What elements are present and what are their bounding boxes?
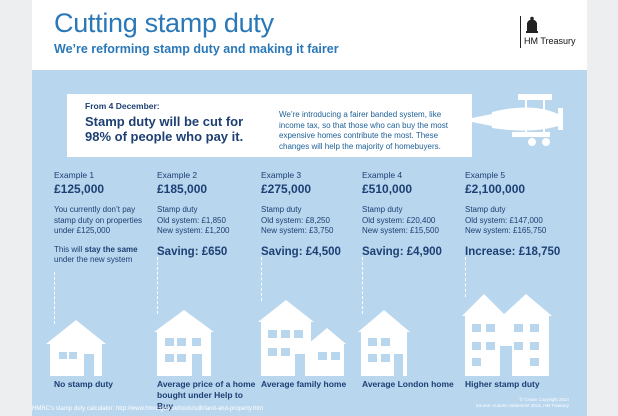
banner-headline: Stamp duty will be cut for 98% of people… xyxy=(85,114,244,144)
content-panel: From 4 December: Stamp duty will be cut … xyxy=(32,70,587,416)
example-label: Example 5 xyxy=(465,170,506,180)
example-price: £185,000 xyxy=(157,182,208,196)
guide-line xyxy=(261,257,262,301)
stamp-duty-details: Stamp duty Old system: £20,400 New syste… xyxy=(362,205,439,235)
announcement-banner: From 4 December: Stamp duty will be cut … xyxy=(67,94,472,157)
house-3-icon xyxy=(258,300,346,376)
house-5-icon xyxy=(462,294,552,376)
guide-line xyxy=(465,257,466,297)
example-4-caption: Average London home xyxy=(362,379,454,389)
example-1-caption: No stamp duty xyxy=(54,379,114,389)
example-price: £125,000 xyxy=(54,182,105,196)
saving-amount: Saving: £4,500 xyxy=(261,245,341,258)
banner-date: From 4 December: xyxy=(85,101,160,111)
stamp-duty-details: Stamp duty Old system: £1,850 New system… xyxy=(157,205,230,235)
calculator-link[interactable]: HMRC’s stamp duty calculator: http://www… xyxy=(32,406,264,412)
saving-amount: Saving: £4,900 xyxy=(362,245,442,258)
source-text: Source: Autumn Statement 2014, HM Treasu… xyxy=(475,403,569,408)
example-4: Example 4 £510,000 Stamp duty Old system… xyxy=(362,170,462,258)
example-3: Example 3 £275,000 Stamp duty Old system… xyxy=(261,170,361,258)
biplane-icon xyxy=(462,94,563,146)
example-price: £275,000 xyxy=(261,182,312,196)
infographic-card: Cutting stamp duty We’re reforming stamp… xyxy=(32,0,587,416)
example-5-caption: Higher stamp duty xyxy=(465,379,540,389)
saving-amount: Saving: £650 xyxy=(157,245,228,258)
page-title: Cutting stamp duty xyxy=(54,8,274,38)
example-2: Example 2 £185,000 Stamp duty Old system… xyxy=(157,170,257,258)
example-1: Example 1 £125,000 You currently don’t p… xyxy=(54,170,154,266)
example-price: £510,000 xyxy=(362,182,413,196)
stamp-duty-details: Stamp duty Old system: £147,000 New syst… xyxy=(465,205,547,235)
stamp-duty-details: Stamp duty Old system: £8,250 New system… xyxy=(261,205,334,235)
example-label: Example 4 xyxy=(362,170,403,180)
house-2-icon xyxy=(154,310,214,376)
house-1-icon xyxy=(46,320,106,376)
crest-icon xyxy=(526,16,538,33)
example-label: Example 1 xyxy=(54,170,95,180)
banner-description: We’re introducing a fairer banded system… xyxy=(279,110,448,151)
source-credits: © Crown Copyright 2014 Source: Autumn St… xyxy=(476,397,569,409)
example-5: Example 5 £2,100,000 Stamp duty Old syst… xyxy=(465,170,565,258)
guide-line xyxy=(362,257,363,314)
copyright-text: © Crown Copyright 2014 xyxy=(519,397,569,402)
increase-amount: Increase: £18,750 xyxy=(465,245,561,258)
page-subtitle: We’re reforming stamp duty and making it… xyxy=(54,42,339,56)
example-text: You currently don’t pay stamp duty on pr… xyxy=(54,205,143,235)
example-label: Example 3 xyxy=(261,170,302,180)
example-3-caption: Average family home xyxy=(261,379,347,389)
guide-line xyxy=(54,272,55,324)
guide-line xyxy=(157,257,158,314)
logo-rule xyxy=(520,16,521,48)
house-4-icon xyxy=(358,310,410,376)
example-label: Example 2 xyxy=(157,170,198,180)
example-2-caption: Average price of a home bought under Hel… xyxy=(157,379,256,411)
example-price: £2,100,000 xyxy=(465,182,526,196)
logo-text: HM Treasury xyxy=(524,36,576,46)
example-note: This will stay the same under the new sy… xyxy=(54,244,138,265)
